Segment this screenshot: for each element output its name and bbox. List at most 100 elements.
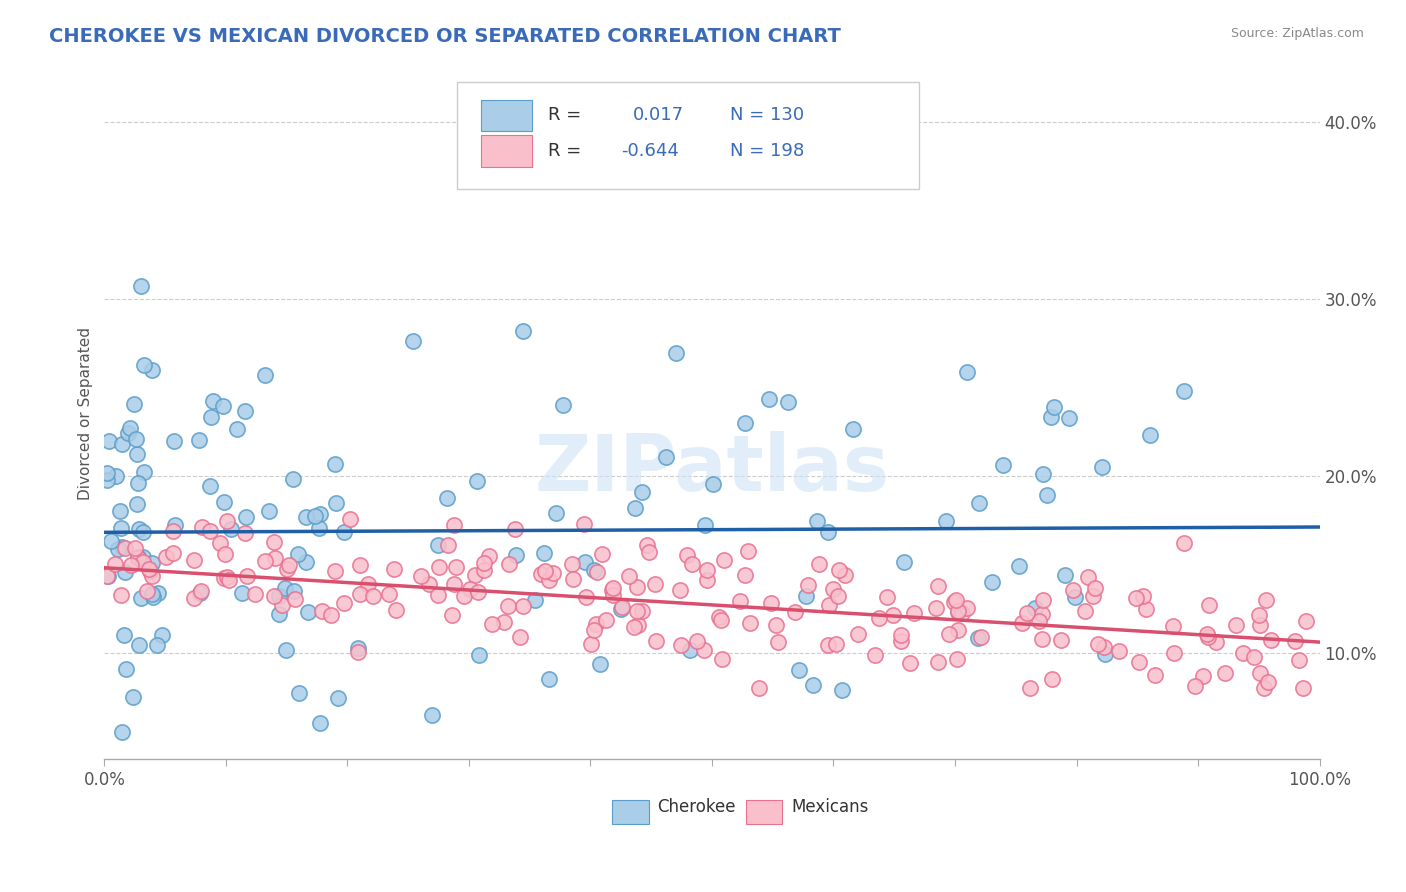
Text: CHEROKEE VS MEXICAN DIVORCED OR SEPARATED CORRELATION CHART: CHEROKEE VS MEXICAN DIVORCED OR SEPARATE…: [49, 27, 841, 45]
Point: [1077, 570, 1099, 584]
Point: [287, 547, 309, 561]
Point: [339, 512, 361, 526]
Point: [600, 583, 623, 598]
Point: [561, 572, 583, 586]
Text: N = 198: N = 198: [730, 143, 804, 161]
Point: [644, 577, 666, 591]
Point: [1074, 604, 1097, 618]
Point: [1087, 637, 1109, 651]
Point: [713, 552, 735, 566]
FancyBboxPatch shape: [457, 82, 918, 189]
Point: [1213, 665, 1236, 680]
Point: [110, 504, 132, 518]
Point: [582, 623, 605, 637]
Point: [283, 472, 305, 486]
Point: [132, 549, 155, 564]
Point: [458, 582, 481, 597]
Point: [385, 603, 408, 617]
Point: [1043, 401, 1066, 415]
Point: [188, 434, 211, 448]
Point: [277, 558, 299, 573]
Point: [1040, 409, 1063, 424]
Point: [591, 547, 613, 561]
Point: [420, 708, 443, 723]
Point: [710, 613, 733, 627]
Point: [824, 637, 846, 651]
Point: [214, 547, 236, 561]
Point: [1295, 614, 1317, 628]
Point: [426, 538, 449, 552]
Point: [609, 602, 631, 616]
Point: [127, 476, 149, 491]
Point: [1108, 644, 1130, 658]
Point: [215, 570, 238, 584]
Point: [132, 524, 155, 539]
Point: [1292, 681, 1315, 695]
Point: [357, 577, 380, 591]
Point: [572, 516, 595, 531]
Point: [142, 591, 165, 605]
Point: [297, 605, 319, 619]
Point: [276, 562, 298, 576]
Point: [233, 526, 256, 541]
Point: [1031, 607, 1053, 621]
Point: [675, 549, 697, 563]
Point: [212, 495, 235, 509]
Point: [165, 517, 187, 532]
Point: [737, 544, 759, 558]
Point: [125, 447, 148, 461]
Point: [263, 589, 285, 603]
Point: [523, 593, 546, 607]
Point: [946, 651, 969, 665]
Point: [97, 568, 120, 582]
Point: [120, 558, 142, 572]
Point: [1035, 488, 1057, 502]
Point: [638, 545, 661, 559]
Text: R =: R =: [548, 106, 581, 125]
Point: [134, 358, 156, 372]
Point: [681, 558, 703, 572]
Point: [794, 589, 817, 603]
Point: [253, 554, 276, 568]
Point: [1011, 615, 1033, 630]
Point: [1198, 598, 1220, 612]
Point: [1225, 618, 1247, 632]
Point: [1144, 668, 1167, 682]
Point: [122, 690, 145, 705]
Point: [295, 555, 318, 569]
Point: [734, 568, 756, 582]
Point: [200, 410, 222, 425]
Point: [530, 566, 553, 581]
Point: [1191, 669, 1213, 683]
Point: [309, 508, 332, 522]
Point: [443, 577, 465, 591]
Point: [264, 551, 287, 566]
Point: [349, 586, 371, 600]
Point: [267, 607, 290, 621]
Text: Cherokee: Cherokee: [657, 798, 735, 816]
Point: [96, 568, 118, 582]
Point: [191, 520, 214, 534]
Point: [1197, 630, 1219, 644]
Point: [1032, 467, 1054, 481]
Point: [626, 580, 648, 594]
Point: [225, 422, 247, 436]
Point: [1284, 634, 1306, 648]
Point: [1094, 647, 1116, 661]
Point: [619, 569, 641, 583]
Point: [1256, 593, 1278, 607]
Point: [631, 484, 654, 499]
Point: [212, 399, 235, 413]
Point: [243, 586, 266, 600]
Point: [583, 563, 606, 577]
Point: [842, 422, 865, 436]
Point: [575, 590, 598, 604]
Point: [464, 568, 486, 582]
Point: [669, 583, 692, 598]
Point: [122, 397, 145, 411]
Point: [890, 628, 912, 642]
Point: [111, 725, 134, 739]
Point: [150, 628, 173, 642]
Point: [817, 638, 839, 652]
Point: [586, 566, 609, 580]
